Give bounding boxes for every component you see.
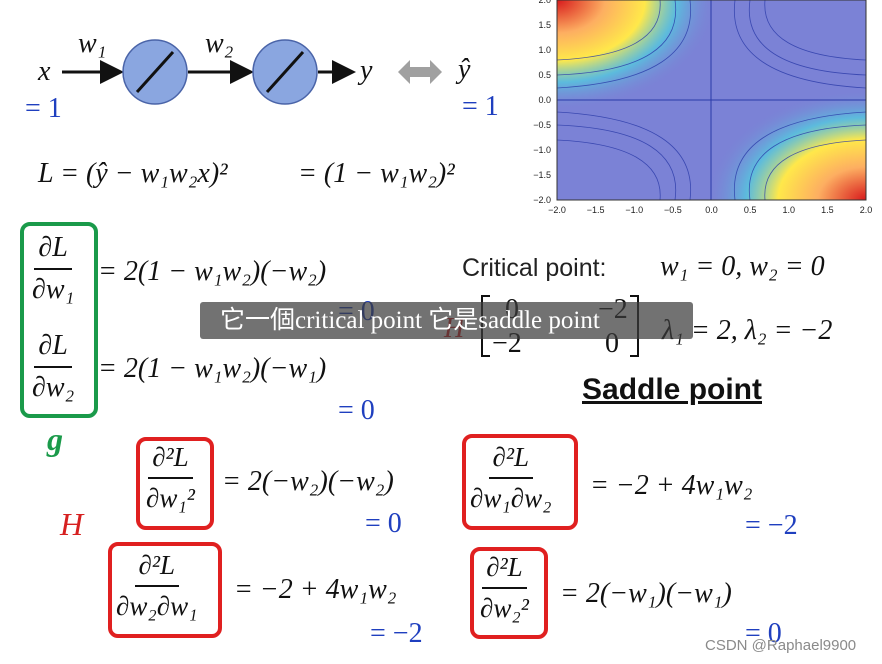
- hessian-fraction: ∂²L ∂w₁∂w₂: [466, 442, 555, 514]
- y-tick-label: 0.5: [538, 70, 551, 80]
- watermark: CSDN @Raphael9900: [705, 637, 857, 654]
- hessian-value: = 0: [365, 508, 402, 539]
- hessian-expression: = −2 + 4w₁w₂: [234, 574, 397, 605]
- y-tick-label: −1.5: [533, 170, 551, 180]
- y-tick-label: 1.5: [538, 20, 551, 30]
- numerator: ∂²L: [148, 442, 193, 479]
- y-tick-label: −0.5: [533, 120, 551, 130]
- activation: [265, 50, 305, 94]
- highlight-box: [20, 222, 98, 418]
- x-tick-label: 2.0: [859, 205, 873, 215]
- y-tick-label: 2.0: [538, 0, 551, 5]
- loss-rhs: = (1 − w₁w₂)²: [298, 158, 455, 189]
- gradient-symbol: g: [47, 421, 63, 457]
- numerator: ∂²L: [488, 442, 533, 479]
- y-tick-label: −1.0: [533, 145, 551, 155]
- x-tick-label: 1.5: [821, 205, 834, 215]
- target-label: ŷ: [458, 54, 471, 85]
- y-tick-label: 1.0: [538, 45, 551, 55]
- gradient-fraction: ∂L ∂w₁: [28, 232, 78, 306]
- y-tick-label: 0.0: [538, 95, 551, 105]
- numerator: ∂L: [34, 330, 72, 368]
- weight-label: w₁: [78, 28, 107, 59]
- hessian-value: = −2: [370, 618, 423, 649]
- hessian-expression: = 2(−w₂)(−w₂): [222, 466, 394, 497]
- target-value: = 1: [462, 91, 499, 122]
- hessian-value: = −2: [745, 510, 798, 541]
- denominator: ∂w₁²: [146, 483, 195, 513]
- input-value: = 1: [25, 93, 62, 124]
- highlight-box: [136, 437, 214, 530]
- conclusion: Saddle point: [582, 373, 762, 406]
- numerator: ∂²L: [482, 552, 527, 589]
- subtitle: 它一個critical point 它是saddle point: [200, 302, 693, 339]
- highlight-box: [462, 434, 578, 530]
- denominator: ∂w₂: [32, 372, 75, 403]
- input-label: x: [38, 56, 51, 87]
- activation: [135, 50, 175, 94]
- gradient-value: = 0: [338, 395, 375, 426]
- denominator: ∂w₁∂w₂: [470, 483, 552, 513]
- y-tick-label: −2.0: [533, 195, 551, 205]
- hessian-fraction: ∂²L ∂w₂∂w₁: [112, 550, 201, 622]
- gradient-fraction: ∂L ∂w₂: [28, 330, 78, 404]
- x-tick-label: 0.5: [743, 205, 757, 215]
- hessian-fraction: ∂²L ∂w₁²: [142, 442, 199, 514]
- x-tick-label: −2.0: [548, 205, 566, 215]
- highlight-box: [108, 542, 222, 638]
- x-tick-label: 1.0: [782, 205, 795, 215]
- hessian-value: = 0: [745, 618, 782, 649]
- gradient-expression: = 2(1 − w₁w₂)(−w₁): [98, 353, 327, 384]
- numerator: ∂²L: [134, 550, 179, 587]
- denominator: ∂w₂²: [480, 593, 529, 623]
- weight-label: w₂: [205, 28, 234, 59]
- hessian-symbol: H: [60, 506, 84, 542]
- plot-frame: [556, 0, 867, 201]
- x-tick-label: 0.0: [705, 205, 718, 215]
- x-tick-label: −0.5: [663, 205, 682, 215]
- output-label: y: [360, 55, 373, 86]
- highlight-box: [470, 547, 548, 639]
- denominator: ∂w₂∂w₁: [116, 591, 198, 621]
- loss-lhs: L = (ŷ − w₁w₂x)²: [38, 158, 228, 189]
- hessian-expression: = −2 + 4w₁w₂: [590, 470, 753, 501]
- x-tick-label: −1.0: [625, 205, 644, 215]
- denominator: ∂w₁: [32, 274, 75, 305]
- double-arrow: [398, 60, 442, 84]
- hessian-expression: = 2(−w₁)(−w₁): [560, 578, 732, 609]
- numerator: ∂L: [34, 232, 72, 270]
- critical-label: Critical point:: [462, 254, 607, 282]
- gradient-expression: = 2(1 − w₁w₂)(−w₂): [98, 256, 327, 287]
- x-tick-label: −1.5: [586, 205, 605, 215]
- critical-value: w₁ = 0, w₂ = 0: [660, 251, 825, 282]
- hessian-fraction: ∂²L ∂w₂²: [476, 552, 533, 624]
- contour-plot: [557, 0, 866, 200]
